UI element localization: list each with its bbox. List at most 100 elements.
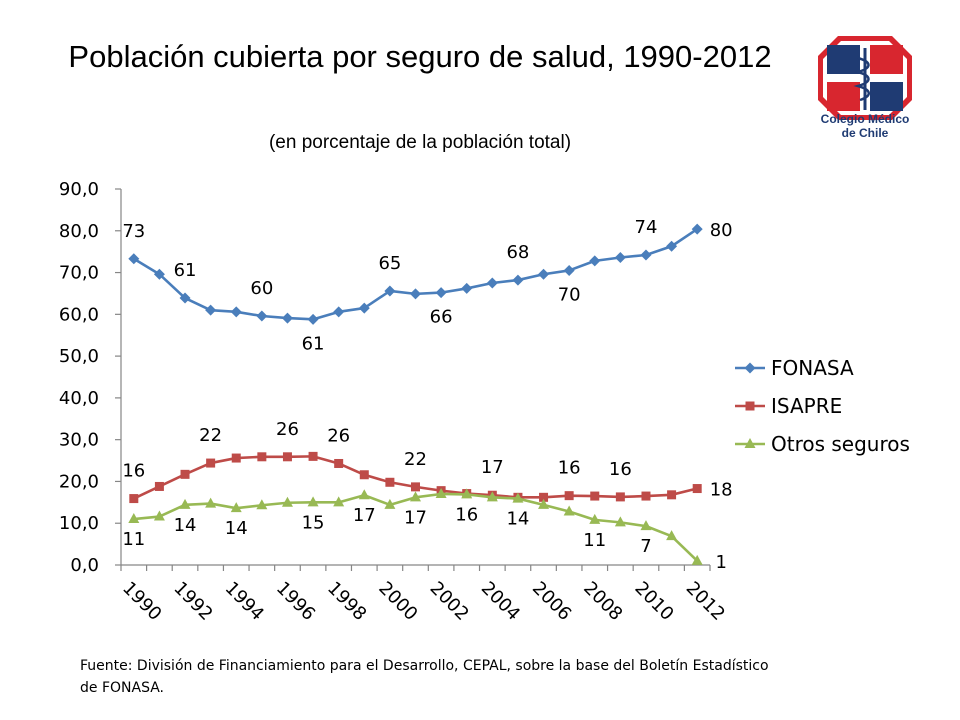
- data-label: 11: [122, 529, 145, 550]
- data-label: 74: [635, 217, 658, 238]
- data-label: 11: [583, 530, 606, 551]
- y-tick-label: 80,0: [59, 221, 99, 242]
- data-label: 14: [174, 515, 197, 536]
- data-label: 61: [174, 260, 197, 281]
- x-tick-label: 2010: [630, 578, 677, 625]
- data-point: [333, 496, 345, 507]
- data-point: [564, 491, 574, 501]
- data-label: 16: [122, 461, 145, 482]
- data-point: [281, 496, 293, 507]
- data-point: [180, 469, 190, 479]
- data-point: [385, 477, 395, 487]
- data-point: [486, 491, 498, 502]
- data-point: [358, 302, 370, 314]
- data-point: [334, 458, 344, 468]
- legend-marker: [744, 438, 756, 448]
- data-point: [205, 497, 217, 508]
- data-point: [691, 223, 703, 235]
- data-label: 15: [302, 512, 325, 533]
- x-tick-label: 2004: [477, 578, 524, 625]
- legend-label: ISAPRE: [771, 394, 842, 418]
- y-tick-label: 50,0: [59, 346, 99, 367]
- data-point: [691, 554, 703, 565]
- data-point: [435, 487, 447, 498]
- x-tick-label: 1998: [323, 578, 370, 625]
- data-point: [666, 530, 678, 541]
- logo-caption: Colegio Médico de Chile: [800, 112, 930, 140]
- data-point: [563, 264, 575, 276]
- data-point: [128, 253, 140, 265]
- data-point: [129, 494, 139, 504]
- source-note: Fuente: División de Financiamiento para …: [80, 658, 769, 696]
- data-point: [666, 240, 678, 252]
- chart-axes: 0,0 10,0 20,0 30,0 40,0 50,0 60,0 70,0 80,0 90,0 1…: [59, 179, 729, 625]
- chart-title: Población cubierta por seguro de salud, …: [60, 38, 780, 76]
- data-label: 22: [199, 425, 222, 446]
- x-tick-label: 2008: [579, 578, 626, 625]
- y-tick-label: 10,0: [59, 513, 99, 534]
- y-tick-label: 30,0: [59, 430, 99, 451]
- data-label: 26: [276, 419, 299, 440]
- colegio-medico-logo: [818, 36, 912, 120]
- series-line: [133, 228, 698, 321]
- x-tick-label: 2000: [374, 578, 421, 625]
- legend-item: FONASA: [735, 356, 854, 380]
- data-point: [153, 510, 165, 521]
- data-label: 7: [640, 536, 651, 557]
- data-point: [512, 492, 524, 503]
- data-point: [640, 249, 652, 261]
- data-point: [179, 498, 191, 509]
- data-point: [128, 513, 140, 524]
- data-point: [384, 498, 396, 509]
- y-tick-label: 90,0: [59, 179, 99, 200]
- data-point: [486, 277, 498, 289]
- data-point: [410, 491, 421, 502]
- x-tick-label: 1996: [272, 578, 319, 625]
- data-label: 80: [710, 220, 733, 241]
- data-point: [614, 252, 626, 264]
- data-point: [589, 513, 601, 524]
- chart-subtitle: (en porcentaje de la población total): [268, 132, 572, 153]
- x-tick-label: 1992: [169, 578, 216, 625]
- data-point: [435, 287, 447, 299]
- legend-item: Otros seguros: [735, 432, 910, 456]
- data-point: [512, 274, 524, 286]
- data-point: [230, 502, 242, 513]
- data-point: [589, 255, 601, 267]
- data-point: [411, 482, 420, 492]
- logo-caption-line2: de Chile: [841, 126, 889, 140]
- y-tick-label: 20,0: [59, 471, 99, 492]
- data-label: 16: [455, 504, 478, 525]
- data-point: [358, 489, 370, 500]
- data-label: 14: [225, 518, 248, 539]
- data-label: 1: [715, 552, 726, 573]
- legend-label: FONASA: [771, 356, 854, 380]
- data-point: [256, 499, 268, 510]
- data-point: [384, 285, 396, 297]
- x-tick-label: 2002: [426, 578, 473, 625]
- series-fonasa: [128, 223, 703, 325]
- data-point: [333, 306, 345, 318]
- data-point: [539, 492, 549, 502]
- data-point: [153, 268, 165, 280]
- data-label: 17: [481, 457, 504, 478]
- data-label: 22: [404, 449, 427, 470]
- data-label: 17: [353, 505, 376, 526]
- series-isapre: [129, 451, 702, 504]
- data-point: [640, 520, 652, 531]
- data-point: [615, 492, 625, 502]
- data-point: [206, 458, 216, 468]
- data-point: [692, 484, 702, 494]
- x-tick-label: 1994: [221, 578, 268, 625]
- data-label: 70: [558, 284, 581, 305]
- data-label: 61: [302, 333, 325, 354]
- data-point: [308, 451, 318, 461]
- data-point: [179, 292, 191, 304]
- data-label: 60: [250, 278, 273, 299]
- data-point: [307, 496, 319, 507]
- x-tick-label: 2006: [528, 578, 575, 625]
- data-label: 26: [327, 425, 350, 446]
- data-point: [281, 312, 293, 324]
- data-label: 16: [609, 459, 632, 480]
